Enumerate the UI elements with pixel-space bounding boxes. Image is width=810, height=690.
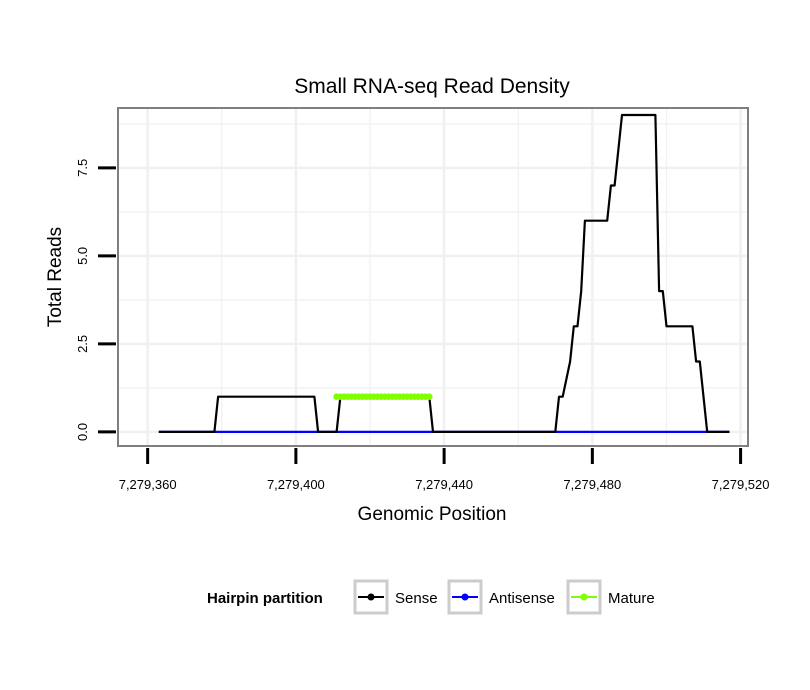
- grid-layer: [118, 108, 748, 446]
- x-tick-label: 7,279,520: [712, 477, 770, 492]
- legend-title: Hairpin partition: [207, 590, 323, 607]
- legend-marker-sense: [367, 593, 375, 601]
- legend-label-mature: Mature: [608, 590, 655, 607]
- y-tick-label: 5.0: [75, 247, 90, 265]
- y-tick-label: 0.0: [75, 423, 90, 441]
- series-line-sense: [158, 113, 730, 433]
- legend-label-antisense: Antisense: [489, 590, 555, 607]
- data-point-mature: [425, 393, 433, 401]
- x-tick-label: 7,279,360: [119, 477, 177, 492]
- y-tick-label: 7.5: [75, 159, 90, 177]
- legend-items: Sense Antisense Mature: [353, 579, 655, 615]
- series-layer: [158, 113, 730, 433]
- x-tick-label: 7,279,480: [563, 477, 621, 492]
- chart-title: Small RNA-seq Read Density: [294, 75, 570, 98]
- x-tick-label: 7,279,400: [267, 477, 325, 492]
- y-axis-label: Total Reads: [45, 227, 66, 327]
- legend: Hairpin partition Sense Antisense Mature: [207, 579, 655, 615]
- legend-marker-antisense: [461, 593, 469, 601]
- axes-layer: 7,279,360 7,279,400 7,279,440 7,279,480 7,27…: [75, 159, 770, 492]
- x-axis-label: Genomic Position: [358, 504, 507, 525]
- x-tick-label: 7,279,440: [415, 477, 473, 492]
- y-tick-label: 2.5: [75, 335, 90, 353]
- legend-label-sense: Sense: [395, 590, 438, 607]
- plot-panel-border: [117, 107, 749, 447]
- legend-marker-mature: [580, 593, 588, 601]
